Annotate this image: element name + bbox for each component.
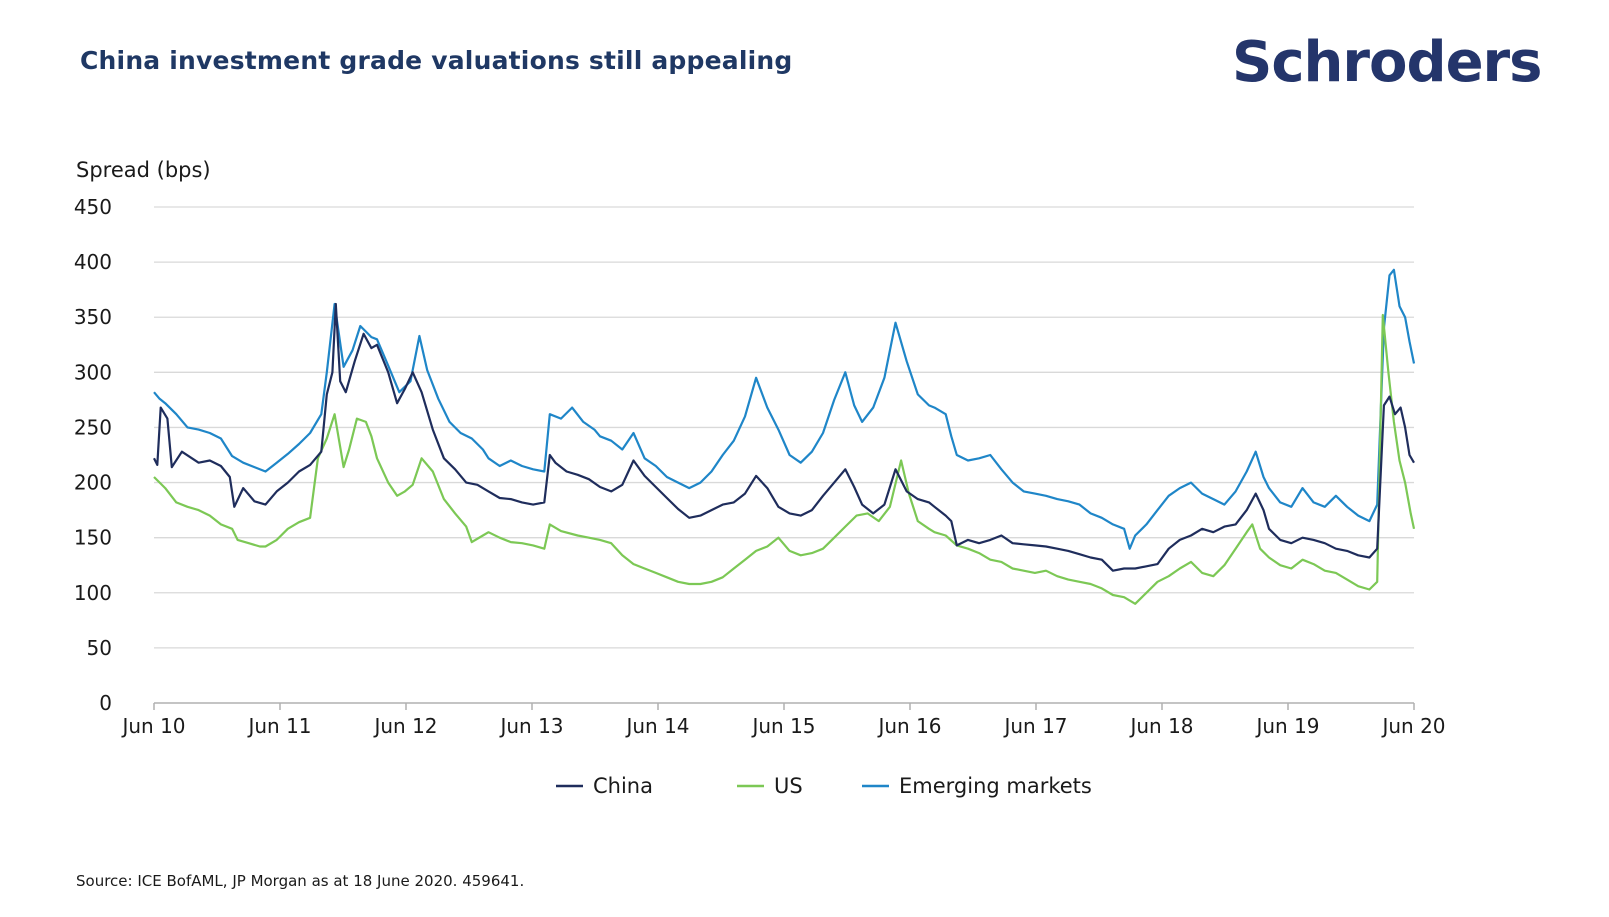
x-tick-label-5: Jun 15 <box>750 714 815 738</box>
x-tick-label-6: Jun 16 <box>876 714 941 738</box>
x-tick-label-2: Jun 12 <box>372 714 437 738</box>
y-tick-350: 350 <box>74 305 112 329</box>
x-tick-labels: Jun 10 Jun 11 Jun 12 Jun 13 Jun 14 Jun 15 Jun … <box>120 703 1446 738</box>
y-tick-400: 400 <box>74 250 112 274</box>
x-tick-label-10: Jun 20 <box>1380 714 1445 738</box>
y-tick-250: 250 <box>74 415 112 439</box>
x-tick-label-0: Jun 10 <box>120 714 185 738</box>
legend-label-em: Emerging markets <box>899 774 1092 798</box>
series-lines <box>153 268 1416 605</box>
x-tick-label-4: Jun 14 <box>624 714 689 738</box>
x-tick-label-1: Jun 11 <box>246 714 311 738</box>
series-line-us <box>153 313 1416 605</box>
y-axis-label: Spread (bps) <box>76 158 211 182</box>
legend-label-china: China <box>593 774 653 798</box>
series-line-china <box>153 302 1415 572</box>
y-tick-300: 300 <box>74 360 112 384</box>
y-tick-150: 150 <box>74 526 112 550</box>
y-tick-labels: 0 50 100 150 200 250 300 350 400 450 <box>74 195 112 715</box>
x-tick-label-3: Jun 13 <box>498 714 563 738</box>
y-tick-0: 0 <box>99 691 112 715</box>
legend-label-us: US <box>774 774 803 798</box>
series-line-em <box>153 268 1416 550</box>
legend: China US Emerging markets <box>556 774 1092 798</box>
y-tick-50: 50 <box>87 636 112 660</box>
x-tick-label-8: Jun 18 <box>1128 714 1193 738</box>
x-tick-label-9: Jun 19 <box>1254 714 1319 738</box>
source-note: Source: ICE BofAML, JP Morgan as at 18 J… <box>76 872 525 890</box>
x-tick-label-7: Jun 17 <box>1002 714 1067 738</box>
gridlines <box>154 206 1414 704</box>
schroders-logo: Schroders <box>1232 30 1542 95</box>
chart-title: China investment grade valuations still … <box>80 46 793 75</box>
y-tick-100: 100 <box>74 581 112 605</box>
y-tick-200: 200 <box>74 471 112 495</box>
y-tick-450: 450 <box>74 195 112 219</box>
